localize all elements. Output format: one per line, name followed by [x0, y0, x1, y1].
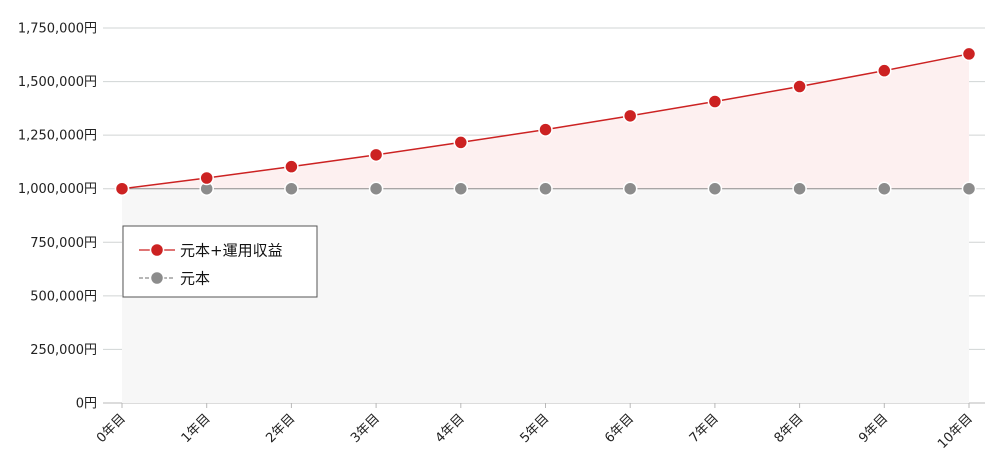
- legend-item[interactable]: 元本+運用収益: [139, 242, 283, 260]
- data-point-total[interactable]: [707, 94, 723, 109]
- x-tick-label: 0年目: [94, 411, 129, 446]
- x-tick-label: 7年目: [687, 411, 722, 446]
- x-tick-label: 4年目: [433, 411, 468, 446]
- data-point-total[interactable]: [538, 122, 553, 137]
- y-tick-label: 1,750,000円: [18, 22, 97, 37]
- data-point-principal[interactable]: [368, 181, 384, 196]
- data-point-total[interactable]: [877, 63, 892, 78]
- x-tick-label: 1年目: [179, 411, 214, 446]
- x-tick-label: 10年目: [935, 411, 976, 452]
- legend-box: [122, 225, 318, 298]
- data-point-total[interactable]: [368, 147, 384, 163]
- x-tick-label: 5年目: [517, 411, 552, 446]
- data-point-principal[interactable]: [622, 181, 638, 196]
- data-point-total[interactable]: [622, 108, 638, 124]
- data-point-total[interactable]: [792, 79, 807, 94]
- data-point-principal[interactable]: [792, 181, 807, 196]
- data-point-principal[interactable]: [453, 181, 469, 196]
- data-point-total[interactable]: [453, 135, 469, 150]
- area-layer: [122, 53, 969, 403]
- y-tick-label: 750,000円: [30, 236, 97, 251]
- x-tick-label: 8年目: [772, 411, 807, 446]
- data-point-principal[interactable]: [707, 181, 723, 196]
- y-tick-label: 1,000,000円: [18, 182, 97, 197]
- data-point-principal[interactable]: [877, 181, 892, 196]
- y-tick-label: 1,500,000円: [18, 75, 97, 90]
- y-tick-label: 1,250,000円: [18, 129, 97, 144]
- x-tick-label: 9年目: [856, 411, 891, 446]
- x-tick-label: 3年目: [348, 411, 383, 446]
- legend-label: 元本+運用収益: [180, 242, 283, 260]
- area-principal: [122, 188, 969, 403]
- data-point-total[interactable]: [284, 159, 299, 174]
- data-point-principal[interactable]: [538, 181, 553, 196]
- point-layer: [114, 46, 977, 196]
- data-point-total[interactable]: [961, 46, 977, 62]
- x-tick-label: 6年目: [602, 411, 637, 446]
- y-tick-label: 250,000円: [30, 343, 97, 358]
- x-tick-label: 2年目: [263, 411, 298, 446]
- data-point-total[interactable]: [114, 181, 130, 196]
- legend-item[interactable]: 元本: [139, 270, 210, 288]
- legend-swatch-marker: [149, 270, 165, 286]
- legend-label: 元本: [180, 270, 210, 288]
- legend-swatch-marker: [149, 242, 165, 258]
- data-point-principal[interactable]: [961, 181, 977, 196]
- y-tick-label: 0円: [76, 397, 97, 412]
- data-point-principal[interactable]: [284, 181, 299, 196]
- area-total: [122, 53, 969, 189]
- y-tick-label: 500,000円: [30, 289, 97, 304]
- data-point-total[interactable]: [199, 170, 214, 186]
